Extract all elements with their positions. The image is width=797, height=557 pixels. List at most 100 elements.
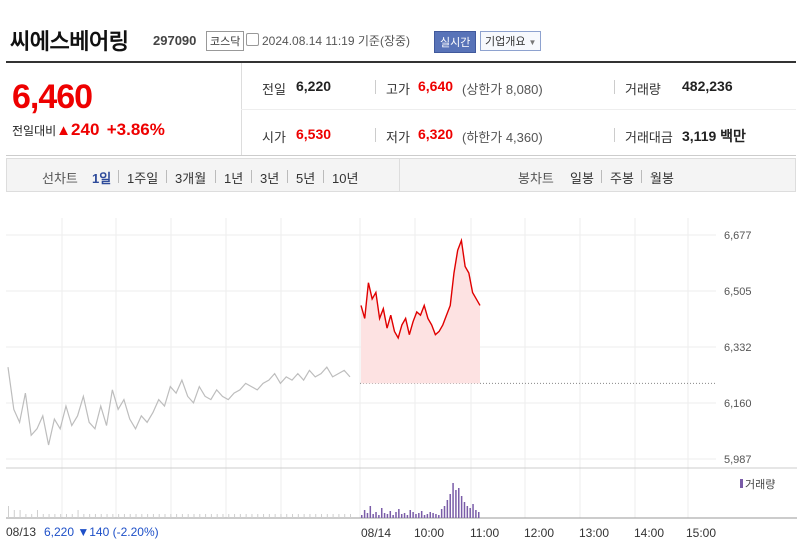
- volume-bar: [315, 514, 317, 518]
- upper-limit: (상한가 8,080): [462, 82, 543, 97]
- volume-bar: [363, 510, 366, 518]
- volume-bar: [65, 514, 67, 518]
- tab-separator: [251, 170, 252, 183]
- tab-weekly-candle[interactable]: 주봉: [610, 171, 634, 186]
- volume-bar: [361, 515, 363, 518]
- volume-bar: [426, 514, 429, 518]
- volume-bar: [239, 514, 241, 518]
- today-area: [361, 240, 480, 384]
- tab-separator: [601, 170, 602, 183]
- volume-bar: [181, 514, 183, 518]
- x-tick-label: 10:00: [414, 526, 444, 540]
- volume-bar: [303, 514, 305, 518]
- tab-1year[interactable]: 1년: [224, 171, 244, 186]
- x-tick-label: 08/14: [361, 526, 391, 540]
- volume-bar: [452, 483, 454, 518]
- prev-close-value: 6,220: [296, 78, 332, 94]
- volume-bar: [77, 510, 79, 518]
- volume-bar: [118, 514, 120, 518]
- up-arrow-icon: ▲: [56, 122, 72, 139]
- tab-5year[interactable]: 5년: [296, 171, 316, 186]
- update-datetime: 2024.08.14 11:19 기준(장중): [262, 34, 411, 48]
- volume-bar: [71, 514, 73, 518]
- volume-bar: [460, 496, 463, 518]
- volume-bar: [386, 514, 389, 518]
- volume-bar: [280, 514, 282, 518]
- volume-bar: [216, 514, 218, 518]
- volume-legend-swatch: [740, 479, 743, 488]
- volume-bar: [19, 510, 21, 518]
- volume-bar: [438, 515, 440, 518]
- amount-value: 3,119 백만: [682, 128, 746, 144]
- volume-bar: [420, 511, 423, 518]
- info-divider: [6, 155, 796, 156]
- low-value: 6,320: [418, 126, 454, 142]
- volume-bar: [321, 514, 323, 518]
- tab-1week[interactable]: 1주일: [127, 171, 159, 186]
- volume-bar: [400, 514, 403, 518]
- price-change: 전일대비▲240 +3.86%: [12, 120, 165, 140]
- realtime-button[interactable]: 실시간: [434, 31, 477, 53]
- volume-bar: [429, 512, 431, 518]
- low-label: 저가: [386, 130, 410, 145]
- volume-bar: [446, 500, 449, 518]
- volume-bar: [366, 513, 369, 518]
- volume-bar: [412, 512, 414, 518]
- volume-bar: [8, 506, 9, 518]
- volume-bar: [48, 514, 50, 518]
- tab-3month[interactable]: 3개월: [175, 171, 207, 186]
- stat-separator: [614, 128, 615, 142]
- volume-bar: [13, 510, 15, 518]
- volume-bar: [176, 514, 178, 518]
- chart-period-tabs: [6, 158, 796, 192]
- clock-icon: [246, 33, 259, 46]
- volume-bar: [389, 511, 392, 518]
- tab-1day[interactable]: 1일: [92, 171, 112, 186]
- volume-bar: [309, 514, 311, 518]
- volume-bar: [268, 514, 270, 518]
- volume-bar: [432, 513, 434, 518]
- volume-bar: [372, 514, 374, 518]
- price-chart[interactable]: 6,677 6,505 6,332 6,160 5,987 08/14 10:00 11:00…: [0, 200, 797, 557]
- tab-3year[interactable]: 3년: [260, 171, 280, 186]
- volume-bar: [375, 512, 377, 518]
- volume-bar: [274, 514, 276, 518]
- corp-info-dropdown[interactable]: 기업개요 ▼: [480, 31, 542, 51]
- tab-separator: [641, 170, 642, 183]
- tab-10year[interactable]: 10년: [332, 171, 359, 186]
- volume-bar: [383, 513, 386, 518]
- volume-bar: [455, 490, 457, 518]
- volume-bar: [472, 504, 474, 518]
- y-tick-label: 5,987: [724, 454, 752, 466]
- volume-bar: [257, 514, 259, 518]
- volume-bar: [158, 514, 160, 518]
- volume-bar: [380, 508, 383, 518]
- tab-separator: [323, 170, 324, 183]
- volume-bar: [135, 514, 137, 518]
- current-price: 6,460: [12, 78, 93, 116]
- x-tick-label: 14:00: [634, 526, 664, 540]
- volume-bar: [42, 514, 44, 518]
- volume-bar: [263, 514, 265, 518]
- open-label: 시가: [262, 130, 286, 145]
- tab-monthly-candle[interactable]: 월봉: [650, 171, 674, 186]
- tab-separator: [166, 170, 167, 183]
- prev-day-line: [7, 366, 351, 446]
- tab-daily-candle[interactable]: 일봉: [570, 171, 594, 186]
- volume-bar: [409, 510, 412, 518]
- volume-bar: [369, 506, 372, 518]
- volume-bar: [31, 514, 33, 518]
- stat-separator: [375, 80, 376, 94]
- x-tick-label: 11:00: [470, 526, 499, 540]
- volume-bar: [129, 514, 131, 518]
- volume-bar: [36, 510, 38, 518]
- volume-bar: [193, 514, 195, 518]
- volume-bar: [234, 514, 236, 518]
- volume-bar: [94, 514, 96, 518]
- tab-separator: [287, 170, 288, 183]
- stat-separator: [614, 80, 615, 94]
- volume-bar: [100, 514, 102, 518]
- volume-bar: [392, 515, 394, 518]
- volume-bar: [418, 513, 420, 518]
- prev-day-change: ▼140: [77, 525, 110, 539]
